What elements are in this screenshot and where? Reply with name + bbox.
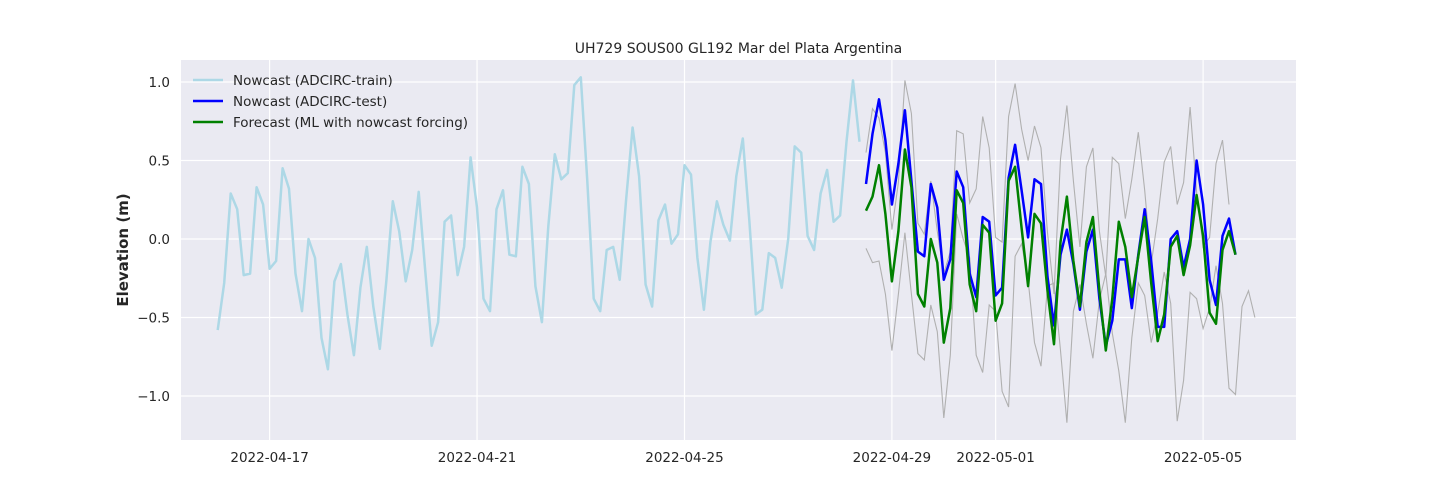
- legend: Nowcast (ADCIRC-train) Nowcast (ADCIRC-t…: [193, 73, 468, 131]
- y-tick-label: −0.5: [137, 311, 170, 327]
- series-lines: [216, 76, 1237, 371]
- legend-label-forecast: Forecast (ML with nowcast forcing): [233, 115, 468, 131]
- y-tick-label: −1.0: [137, 389, 170, 405]
- chart-title: UH729 SOUS00 GL192 Mar del Plata Argenti…: [575, 41, 903, 57]
- x-tick-labels: 2022-04-17 2022-04-21 2022-04-25 2022-04-29…: [230, 450, 1242, 466]
- train-series-line: [216, 76, 861, 371]
- legend-label-train: Nowcast (ADCIRC-train): [233, 73, 393, 89]
- y-tick-label: 1.0: [149, 75, 170, 91]
- y-tick-label: 0.0: [149, 232, 170, 248]
- ensemble-band-line: [865, 80, 1230, 295]
- ensemble-band-line: [865, 213, 1256, 423]
- x-tick-label: 2022-04-25: [645, 450, 723, 466]
- y-tick-label: 0.5: [149, 153, 170, 169]
- legend-entry-train: Nowcast (ADCIRC-train): [193, 73, 393, 89]
- ensemble-bands: [865, 80, 1256, 423]
- x-tick-label: 2022-04-21: [438, 450, 516, 466]
- legend-entry-forecast: Forecast (ML with nowcast forcing): [193, 115, 468, 131]
- test-series-line: [864, 98, 1237, 348]
- plot-area: [181, 60, 1296, 440]
- forecast-series-line: [864, 148, 1237, 352]
- x-tick-label: 2022-04-17: [230, 450, 308, 466]
- y-tick-labels: 1.0 0.5 0.0 −0.5 −1.0: [137, 75, 170, 405]
- y-axis-label: Elevation (m): [114, 193, 132, 306]
- x-tick-label: 2022-05-01: [956, 450, 1034, 466]
- x-tick-label: 2022-05-05: [1164, 450, 1242, 466]
- x-tick-label: 2022-04-29: [853, 450, 931, 466]
- legend-label-test: Nowcast (ADCIRC-test): [233, 94, 387, 110]
- legend-entry-test: Nowcast (ADCIRC-test): [193, 94, 387, 110]
